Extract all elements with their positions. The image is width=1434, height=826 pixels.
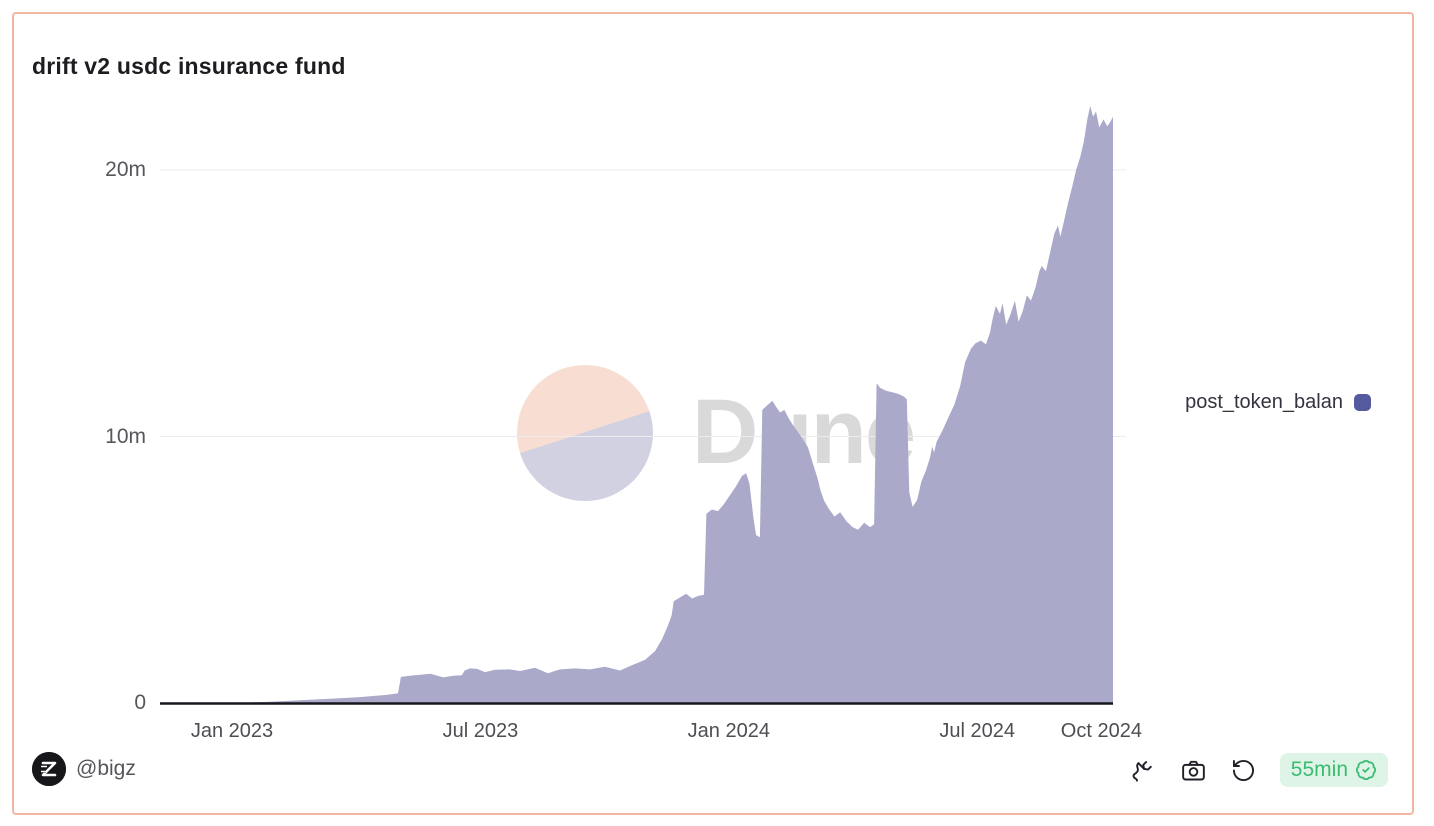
dune-logo-watermark-circle (517, 365, 653, 501)
rotate-ccw-icon (1233, 759, 1255, 781)
screenshot-button[interactable] (1180, 756, 1208, 784)
freshness-text: 55min (1290, 758, 1348, 781)
dune-z-logo-icon (32, 752, 66, 786)
footer-actions: 55min (1130, 753, 1388, 787)
footer-author: @bigz (32, 752, 136, 786)
fork-button[interactable] (1130, 756, 1158, 784)
legend-label: post_token_balan (1185, 391, 1343, 413)
author-avatar (32, 752, 66, 786)
x-tick-label: Jul 2024 (939, 720, 1015, 742)
y-tick-label: 20m (105, 158, 146, 181)
x-tick-label: Jan 2024 (687, 720, 770, 742)
x-tick-label: Jan 2023 (190, 720, 274, 742)
author-handle[interactable]: @bigz (76, 757, 136, 780)
area-series-post-token-balan[interactable] (160, 106, 1113, 703)
y-tick-label: 10m (105, 424, 146, 448)
chart-title: drift v2 usdc insurance fund (32, 53, 346, 80)
fork-icon (1132, 760, 1153, 782)
x-tick-label: Jul 2023 (442, 720, 519, 742)
legend-item-post-token-balan[interactable]: post_token_balan (1185, 391, 1371, 414)
refresh-button[interactable] (1230, 756, 1258, 784)
x-tick-label: Oct 2024 (1060, 720, 1142, 742)
verified-check-icon (1356, 760, 1376, 780)
legend-marker-swatch (1354, 394, 1371, 411)
data-freshness-badge[interactable]: 55min (1279, 753, 1388, 787)
camera-icon (1182, 760, 1206, 780)
y-tick-label: 0 (134, 691, 146, 714)
